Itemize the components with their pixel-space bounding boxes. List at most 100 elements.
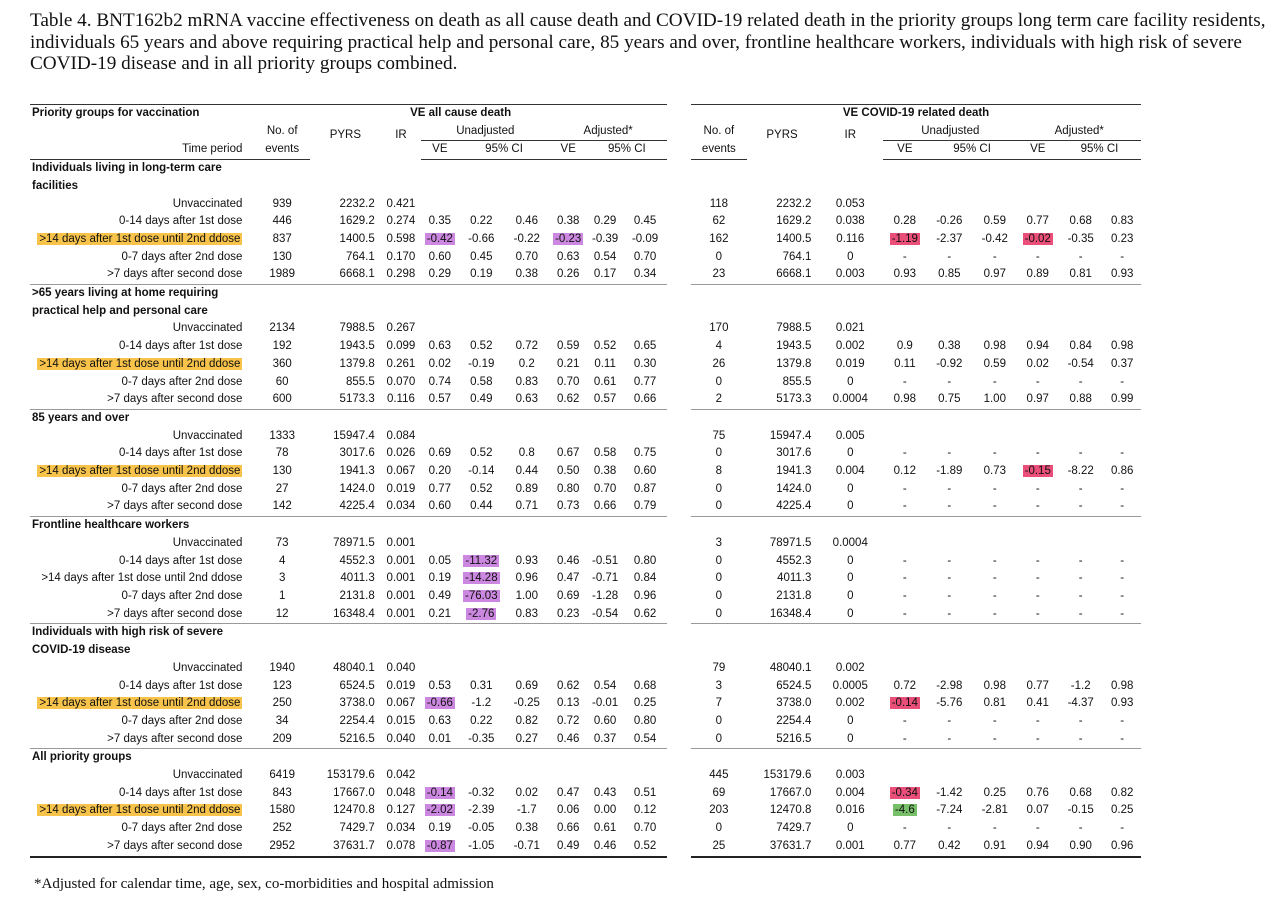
value-cell: 0.65: [623, 338, 667, 356]
value-cell: -: [927, 713, 972, 731]
value-cell: -: [972, 820, 1017, 838]
cell-value: -0.19: [468, 357, 495, 370]
table-row: Unvaccinated 939 2232.2 0.421 118 2232.2 0.053: [30, 196, 1141, 214]
value-cell: 0.77: [421, 481, 458, 499]
value-cell: -: [1058, 374, 1103, 392]
time-period-label: Unvaccinated: [172, 769, 243, 782]
value-cell: 0.42: [926, 837, 973, 858]
cell-value: -: [992, 554, 997, 567]
cell-value: -: [902, 375, 907, 388]
value-cell: 73: [254, 535, 310, 553]
value-cell: 0.002: [817, 660, 883, 678]
cell-value: 78971.5: [769, 536, 812, 549]
cell-value: -0.71: [513, 839, 540, 852]
value-cell: 15947.4: [310, 428, 381, 446]
cell-value: 73: [275, 536, 289, 549]
cell-value: 0.93: [515, 554, 538, 567]
cell-value: 0: [847, 714, 854, 727]
cell-value: 0.23: [557, 607, 580, 620]
cell-value: 118: [709, 197, 729, 210]
value-cell: 1629.2: [310, 213, 381, 231]
cell-value: 153179.6: [763, 769, 812, 782]
cell-value: 0.84: [1069, 340, 1092, 353]
value-cell: 0.77: [623, 374, 667, 392]
value-cell: 0.91: [972, 837, 1018, 858]
cell-value: 0.127: [386, 804, 416, 817]
cell-value: 0.29: [593, 215, 617, 228]
value-cell: 0.93: [1103, 266, 1141, 286]
cell-value: 0.11: [594, 357, 616, 370]
value-cell: 4552.3: [310, 553, 381, 571]
cell-value: -: [1120, 822, 1125, 835]
cell-value: 0.053: [835, 197, 865, 210]
value-cell: 0.99: [1103, 391, 1141, 410]
value-cell: 0.63: [421, 338, 458, 356]
cell-value: 0.00: [593, 804, 617, 817]
cell-value: -1.2: [471, 697, 492, 710]
time-period-cell: Unvaccinated: [30, 767, 254, 785]
cell-value: -: [1035, 447, 1040, 460]
value-cell: 0.63: [421, 713, 458, 731]
cell-value: 0.62: [557, 679, 580, 692]
cell-value: 0.72: [893, 679, 917, 692]
value-cell: -: [1018, 374, 1058, 392]
value-cell: 0.25: [623, 695, 667, 713]
cell-value: 0.58: [470, 375, 493, 388]
header-ve-covid-death: VE COVID-19 related death: [691, 103, 1141, 123]
cell-value: 0.76: [1026, 786, 1049, 799]
cell-value: 0.47: [557, 786, 580, 799]
cell-value: 0.99: [1111, 393, 1134, 406]
time-period-cell: >7 days after second dose: [30, 605, 255, 625]
value-cell: 2134: [254, 320, 310, 338]
value-cell: [550, 767, 587, 785]
value-cell: 153179.6: [310, 767, 381, 785]
value-cell: 0.38: [504, 266, 550, 286]
cell-value: 0.38: [515, 268, 538, 281]
header-ir: IR: [395, 128, 407, 141]
value-cell: [1103, 196, 1141, 214]
value-cell: 0.37: [1103, 356, 1141, 374]
value-cell: [623, 660, 667, 678]
cell-value: 0.98: [983, 340, 1006, 353]
value-cell: 1.00: [972, 391, 1018, 410]
value-cell: 162: [691, 231, 747, 249]
cell-value: -0.14: [468, 465, 495, 478]
value-cell: [550, 535, 587, 553]
cell-value: 0.66: [557, 822, 580, 835]
cell-value: 7: [715, 697, 723, 710]
cell-value: -0.51: [591, 554, 619, 567]
value-cell: -: [972, 374, 1017, 392]
cell-value: 3017.6: [776, 447, 812, 460]
cell-value: 78: [275, 447, 289, 460]
time-period-label: >7 days after second dose: [107, 393, 243, 406]
value-cell: -: [972, 553, 1017, 571]
vaccine-effectiveness-table: Priority groups for vaccination VE all c…: [30, 103, 1141, 858]
value-cell: -: [1103, 713, 1141, 731]
cell-value: 0: [715, 500, 723, 513]
value-cell: -4.37: [1058, 695, 1103, 713]
value-cell: -: [972, 481, 1017, 499]
value-cell: 764.1: [310, 249, 381, 267]
value-cell: 0.52: [623, 837, 667, 858]
value-cell: 837: [254, 231, 310, 249]
value-cell: [927, 320, 972, 338]
cell-value: 0.034: [386, 500, 416, 513]
cell-value: -4.6: [892, 804, 917, 817]
cell-value: -8.22: [1067, 465, 1094, 478]
value-cell: 0.97: [1017, 391, 1058, 410]
cell-value: 0.34: [633, 268, 657, 281]
value-cell: 0.002: [817, 338, 883, 356]
value-cell: 0.49: [458, 391, 505, 410]
value-cell: -: [1103, 588, 1141, 606]
value-cell: 130: [254, 463, 310, 481]
cell-value: 0.267: [386, 322, 416, 335]
value-cell: 0: [691, 481, 747, 499]
value-cell: 0.116: [380, 391, 422, 410]
table-row: 0-14 days after 1st dose 843 17667.0 0.048-…: [30, 785, 1141, 803]
cell-value: 6668.1: [776, 268, 812, 281]
header-ve: VE: [883, 140, 927, 161]
value-cell: 0.59: [550, 338, 587, 356]
value-cell: 25: [691, 837, 747, 858]
cell-value: 7429.7: [776, 822, 812, 835]
cell-value: -: [947, 554, 952, 567]
